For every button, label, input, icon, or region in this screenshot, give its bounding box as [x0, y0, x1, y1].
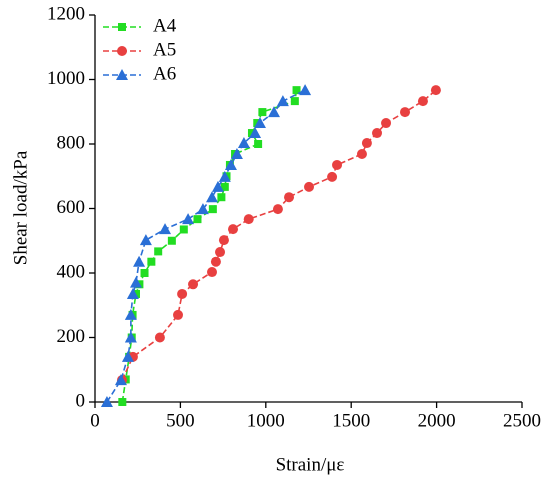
x-tick-label: 2500	[503, 410, 541, 431]
y-tick-label: 1000	[47, 68, 85, 89]
y-tick-label: 0	[76, 390, 86, 411]
data-point	[272, 204, 283, 215]
data-point	[114, 374, 127, 386]
data-point	[133, 255, 146, 267]
data-point	[154, 332, 165, 343]
legend-label: A5	[153, 39, 176, 60]
data-point	[196, 203, 209, 215]
y-tick-label: 600	[57, 197, 86, 218]
data-point	[100, 396, 113, 407]
data-point	[249, 127, 262, 139]
data-point	[210, 256, 221, 267]
data-point	[218, 170, 231, 182]
data-point	[188, 279, 199, 290]
data-point	[179, 225, 188, 234]
data-point	[299, 84, 312, 96]
data-point	[430, 85, 441, 96]
data-point	[193, 215, 202, 224]
data-point	[327, 171, 338, 182]
y-tick-label: 1200	[47, 3, 85, 24]
data-point	[129, 276, 142, 288]
data-point	[230, 147, 243, 159]
data-point	[147, 257, 156, 266]
data-point	[126, 287, 139, 299]
legend-label: A6	[153, 63, 176, 84]
data-point	[400, 107, 411, 118]
data-point	[356, 148, 367, 159]
data-point	[290, 97, 299, 106]
x-axis-label: Strain/με	[276, 454, 345, 475]
data-point	[267, 106, 280, 118]
y-tick-label: 800	[57, 132, 86, 153]
data-point	[121, 350, 134, 362]
data-point	[417, 96, 428, 107]
data-point	[124, 331, 137, 343]
data-point	[218, 235, 229, 246]
legend-label: A4	[153, 15, 177, 36]
data-point	[228, 224, 239, 235]
x-tick-label: 1000	[247, 410, 285, 431]
data-point	[205, 191, 218, 203]
legend-marker	[118, 23, 126, 31]
series-line	[121, 89, 437, 381]
legend-marker	[117, 46, 127, 56]
data-point	[208, 205, 217, 214]
y-axis-label: Shear load/kPa	[10, 150, 31, 265]
data-point	[118, 398, 127, 406]
data-point	[224, 158, 237, 170]
data-point	[211, 180, 224, 192]
data-point	[182, 213, 195, 225]
data-point	[253, 117, 266, 129]
data-point	[177, 288, 188, 299]
data-point	[215, 247, 226, 258]
data-point	[159, 223, 172, 235]
data-point	[254, 140, 263, 148]
data-point	[332, 159, 343, 170]
data-point	[304, 181, 315, 192]
x-tick-label: 500	[166, 410, 195, 431]
y-tick-label: 400	[57, 261, 86, 282]
data-point	[276, 95, 289, 107]
data-point	[361, 138, 372, 149]
data-point	[371, 128, 382, 139]
data-point	[154, 247, 163, 256]
x-tick-label: 0	[90, 410, 100, 431]
data-point	[217, 193, 226, 202]
data-point	[292, 86, 301, 95]
data-point	[173, 309, 184, 320]
data-point	[139, 234, 152, 246]
y-tick-label: 200	[57, 326, 86, 347]
data-point	[258, 108, 267, 117]
data-point	[284, 192, 295, 203]
data-point	[124, 308, 137, 320]
data-point	[220, 182, 229, 191]
x-tick-label: 1500	[332, 410, 370, 431]
legend-marker	[116, 69, 128, 80]
data-point	[237, 137, 250, 149]
series-line	[121, 90, 298, 403]
data-point	[381, 118, 392, 129]
data-point	[206, 267, 217, 278]
data-point	[243, 214, 254, 225]
data-point	[140, 269, 149, 277]
data-point	[167, 236, 176, 245]
x-tick-label: 2000	[418, 410, 456, 431]
